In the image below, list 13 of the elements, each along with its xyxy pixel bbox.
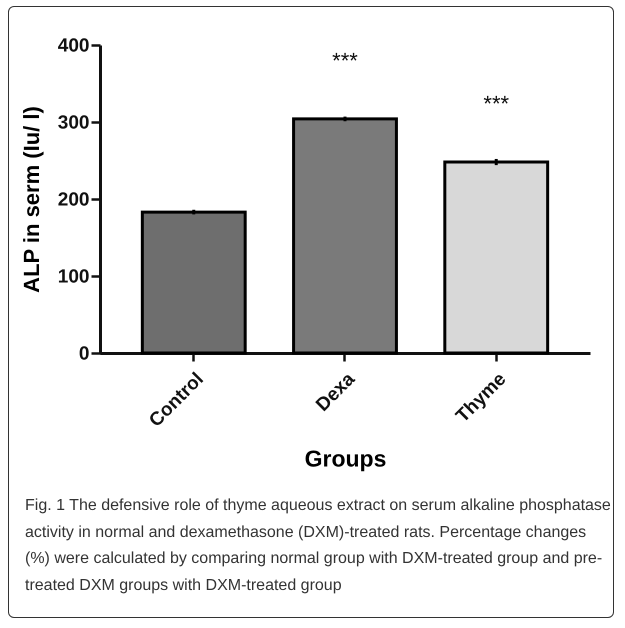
y-tick-label: 0 <box>78 344 90 364</box>
y-tick-label: 200 <box>58 190 90 210</box>
x-axis-title: Groups <box>304 446 386 472</box>
y-axis-title: ALP in serm (Iu/ l) <box>18 106 44 293</box>
annotation: *** <box>332 48 358 73</box>
y-tick-label: 300 <box>58 112 90 134</box>
caption: Fig. 1 The defensive role of thyme aqueous extract on serum alkaline phosphatase activity in normal and dexamethasone (DXM)-treated rats. Percentage changes (%) were calculated by comparing normal group with DXM-treated group and pre-treated DXM groups with DXM-treated group <box>25 496 612 596</box>
annotation: *** <box>483 91 510 116</box>
bar <box>292 117 398 354</box>
y-tick-label: 100 <box>58 266 90 288</box>
bar <box>443 160 550 354</box>
bar <box>140 210 247 354</box>
y-tick-label: 400 <box>58 36 90 56</box>
